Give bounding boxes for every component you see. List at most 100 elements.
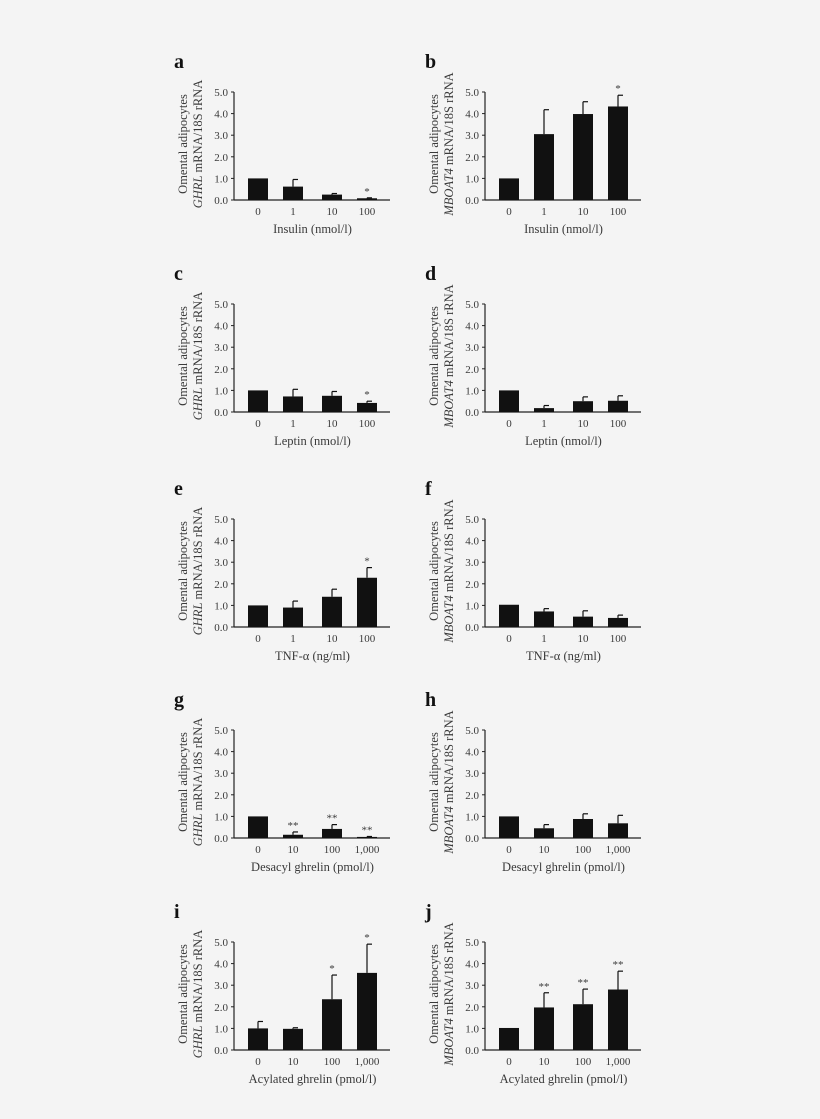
y-axis-label-line1: Omental adipocytes [427, 944, 441, 1044]
y-axis-label-unit: mRNA/18S rRNA [191, 507, 205, 603]
panel-letter: c [174, 263, 183, 285]
y-axis-label-line1: Omental adipocytes [176, 521, 190, 621]
significance-marker: ** [539, 981, 550, 993]
y-axis-label-line1: Omental adipocytes [427, 732, 441, 832]
x-axis-label: Leptin (nmol/l) [274, 434, 351, 448]
x-tick-label: 1,000 [606, 1056, 631, 1068]
y-tick-label: 0.0 [214, 833, 228, 845]
x-tick-label: 100 [610, 206, 627, 218]
x-tick-label: 0 [506, 1056, 512, 1068]
significance-marker: * [364, 186, 370, 198]
x-tick-label: 100 [575, 1056, 592, 1068]
panel-f: f 0.0 1.0 2.0 3.0 4.0 5.0 0 1 10 100 TNF-α (ng/ml) O… [425, 478, 641, 663]
x-tick-label: 10 [327, 418, 339, 430]
y-tick-label: 4.0 [465, 536, 479, 548]
x-tick-label: 1,000 [355, 1056, 380, 1068]
y-tick-label: 2.0 [465, 364, 479, 376]
x-tick-label: 10 [327, 633, 339, 645]
y-tick-label: 1.0 [214, 811, 228, 823]
bar [357, 198, 377, 200]
bar [322, 194, 342, 200]
y-axis-label-line1: Omental adipocytes [176, 944, 190, 1044]
significance-marker: ** [327, 813, 338, 825]
y-tick-label: 1.0 [214, 173, 228, 185]
panel-letter: a [174, 51, 184, 73]
panel-d: d 0.0 1.0 2.0 3.0 4.0 5.0 0 1 10 100 Leptin (nmol/l… [425, 263, 641, 448]
bar [499, 390, 519, 412]
bar [573, 114, 593, 200]
x-tick-label: 0 [255, 206, 261, 218]
bar [573, 401, 593, 412]
bar [357, 836, 377, 838]
y-tick-label: 2.0 [465, 152, 479, 164]
y-tick-label: 2.0 [465, 1002, 479, 1014]
y-tick-label: 3.0 [214, 980, 228, 992]
significance-marker: ** [613, 959, 624, 971]
y-tick-label: 5.0 [465, 725, 479, 737]
x-tick-label: 0 [255, 844, 261, 856]
x-tick-label: 100 [324, 1056, 341, 1068]
y-axis-label-line2: GHRL mRNA/18S rRNA [191, 507, 205, 636]
gene-name: MBOAT4 [442, 168, 456, 216]
bar [608, 823, 628, 838]
x-tick-label: 100 [324, 844, 341, 856]
panel-e: e 0.0 1.0 2.0 3.0 4.0 5.0 0 1 10 * 100 TNF-α (ng/ml)… [174, 478, 390, 663]
bar [499, 178, 519, 200]
y-tick-label: 4.0 [214, 109, 228, 121]
x-tick-label: 10 [578, 206, 590, 218]
bar [322, 395, 342, 412]
panel-c: c 0.0 1.0 2.0 3.0 4.0 5.0 0 1 10 * 100 Leptin (nmol/… [174, 263, 390, 448]
x-tick-label: 100 [610, 418, 627, 430]
bar [248, 1028, 268, 1050]
bar [283, 396, 303, 412]
gene-name: MBOAT4 [442, 1018, 456, 1066]
y-tick-label: 4.0 [465, 959, 479, 971]
x-tick-label: 10 [288, 1056, 300, 1068]
y-tick-label: 0.0 [214, 1045, 228, 1057]
bar [499, 604, 519, 627]
significance-marker: * [364, 932, 370, 944]
bar [357, 402, 377, 412]
x-tick-label: 100 [610, 633, 627, 645]
panel-letter: j [424, 901, 432, 923]
x-axis-label: TNF-α (ng/ml) [275, 649, 350, 663]
bar [499, 1027, 519, 1050]
x-tick-label: 10 [327, 206, 339, 218]
y-axis-label-unit: mRNA/18S rRNA [442, 284, 456, 380]
y-tick-label: 3.0 [214, 557, 228, 569]
y-axis-label-line1: Omental adipocytes [427, 521, 441, 621]
y-axis-label-unit: mRNA/18S rRNA [442, 922, 456, 1018]
x-axis-label: Insulin (nmol/l) [524, 222, 603, 236]
y-tick-label: 5.0 [214, 299, 228, 311]
x-tick-label: 1 [290, 633, 296, 645]
y-axis-label-line2: MBOAT4 mRNA/18S rRNA [442, 284, 456, 428]
x-tick-label: 0 [506, 633, 512, 645]
y-axis-label-unit: mRNA/18S rRNA [442, 72, 456, 168]
panel-letter: f [425, 478, 432, 500]
panel-a: a 0.0 1.0 2.0 3.0 4.0 5.0 0 1 10 * 100 Insulin (nmol… [174, 51, 390, 236]
y-tick-label: 4.0 [465, 109, 479, 121]
x-tick-label: 0 [506, 844, 512, 856]
bar [608, 400, 628, 412]
x-tick-label: 10 [539, 1056, 551, 1068]
y-tick-label: 5.0 [214, 937, 228, 949]
gene-name: GHRL [191, 388, 205, 421]
y-tick-label: 2.0 [214, 152, 228, 164]
significance-marker: ** [578, 977, 589, 989]
y-tick-label: 1.0 [465, 811, 479, 823]
y-tick-label: 2.0 [214, 579, 228, 591]
bar [534, 134, 554, 200]
y-tick-label: 0.0 [214, 622, 228, 634]
bar [357, 577, 377, 627]
y-tick-label: 3.0 [214, 768, 228, 780]
bar [322, 828, 342, 838]
x-tick-label: 100 [359, 418, 376, 430]
panel-letter: g [174, 689, 184, 711]
significance-marker: * [329, 963, 335, 975]
bar [534, 611, 554, 627]
y-axis-label-unit: mRNA/18S rRNA [191, 292, 205, 388]
bar [608, 106, 628, 200]
y-axis-label-line2: GHRL mRNA/18S rRNA [191, 930, 205, 1059]
x-tick-label: 0 [255, 418, 261, 430]
y-axis-label-line2: MBOAT4 mRNA/18S rRNA [442, 72, 456, 216]
